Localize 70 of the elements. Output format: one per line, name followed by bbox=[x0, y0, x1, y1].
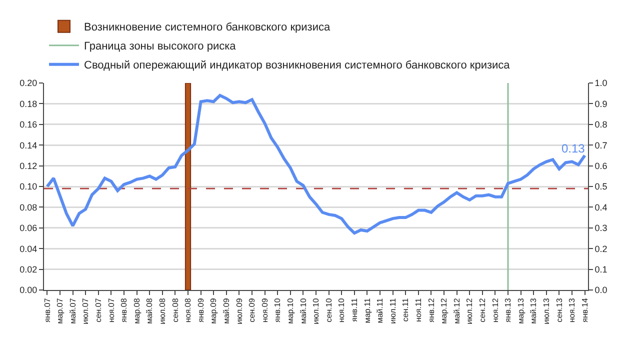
y2-tick-label: 0.0 bbox=[594, 285, 608, 296]
legend-label: Сводный опережающий индикатор возникновения системного банковского кризиса bbox=[84, 60, 511, 72]
x-tick-label: ноя.08 bbox=[184, 298, 193, 323]
y-tick-label: 0.18 bbox=[20, 98, 38, 109]
x-tick-label: июл.10 bbox=[312, 298, 321, 324]
x-tick-label: мар.12 bbox=[440, 298, 449, 324]
x-tick-label: ноя.10 bbox=[337, 298, 346, 323]
x-tick-label: июл.13 bbox=[542, 298, 551, 324]
y2-tick-label: 0.7 bbox=[594, 140, 608, 150]
y2-tick-label: 0.2 bbox=[594, 244, 608, 254]
x-tick-label: сен.09 bbox=[248, 298, 257, 322]
x-tick-label: май.12 bbox=[452, 298, 462, 324]
x-tick-label: янв.08 bbox=[120, 298, 129, 322]
x-tick-label: июл.11 bbox=[388, 298, 398, 324]
x-tick-label: июл.08 bbox=[158, 298, 167, 324]
y2-tick-label: 0.5 bbox=[594, 182, 608, 192]
x-tick-label: сен.07 bbox=[94, 298, 103, 322]
x-tick-label: сен.13 bbox=[554, 298, 564, 322]
x-tick-label: янв.09 bbox=[196, 298, 206, 322]
x-tick-label: ноя.13 bbox=[568, 298, 577, 323]
x-tick-label: май.10 bbox=[298, 298, 308, 324]
x-tick-label: сен.08 bbox=[170, 298, 180, 322]
x-tick-label: янв.07 bbox=[42, 298, 52, 322]
x-tick-label: май.11 bbox=[376, 298, 385, 324]
y-tick-label: 0.04 bbox=[20, 244, 38, 254]
y2-tick-label: 0.9 bbox=[594, 98, 608, 109]
y2-tick-label: 0.4 bbox=[594, 202, 608, 212]
x-tick-label: янв.10 bbox=[273, 298, 282, 322]
x-tick-label: июл.07 bbox=[81, 298, 90, 324]
legend-label: Граница зоны высокого риска bbox=[84, 40, 237, 53]
y-tick-label: 0.16 bbox=[20, 120, 38, 130]
x-tick-label: май.13 bbox=[529, 298, 538, 324]
x-tick-label: янв.14 bbox=[580, 298, 590, 322]
x-tick-label: май.09 bbox=[222, 298, 231, 324]
x-tick-label: сен.11 bbox=[401, 298, 410, 322]
x-tick-label: май.07 bbox=[68, 298, 78, 324]
y-tick-label: 0.20 bbox=[20, 78, 38, 88]
x-tick-label: ноя.07 bbox=[106, 298, 116, 323]
y2-tick-label: 0.6 bbox=[594, 160, 608, 171]
x-tick-label: май.08 bbox=[145, 298, 154, 324]
y-tick-label: 0.08 bbox=[20, 202, 38, 212]
x-tick-label: мар.13 bbox=[516, 298, 526, 324]
x-tick-label: янв.13 bbox=[504, 298, 513, 322]
x-tick-label: мар.11 bbox=[362, 298, 372, 324]
y-tick-label: 0.10 bbox=[20, 182, 38, 192]
x-tick-label: мар.10 bbox=[286, 298, 295, 324]
y2-tick-label: 1.0 bbox=[594, 78, 608, 88]
legend-label: Возникновение системного банковского кризиса bbox=[84, 22, 331, 34]
y2-tick-label: 0.8 bbox=[594, 120, 608, 130]
x-tick-label: июл.12 bbox=[465, 298, 474, 324]
x-tick-label: сен.12 bbox=[478, 298, 487, 322]
y-tick-label: 0.06 bbox=[20, 223, 38, 234]
x-tick-label: июл.09 bbox=[234, 298, 244, 324]
data-label: 0.13 bbox=[561, 141, 586, 156]
x-tick-label: янв.11 bbox=[350, 298, 359, 322]
y-tick-label: 0.14 bbox=[20, 140, 38, 150]
x-tick-label: сен.10 bbox=[324, 298, 334, 322]
x-tick-label: мар.08 bbox=[132, 298, 142, 324]
y2-tick-label: 0.3 bbox=[594, 223, 608, 234]
line-series bbox=[46, 94, 586, 235]
x-tick-label: ноя.11 bbox=[414, 298, 423, 322]
x-tick-label: ноя.09 bbox=[260, 298, 270, 323]
x-tick-label: янв.12 bbox=[426, 298, 436, 322]
y-tick-label: 0.00 bbox=[20, 285, 38, 296]
x-tick-label: ноя.12 bbox=[490, 298, 500, 323]
y2-tick-label: 0.1 bbox=[594, 264, 608, 274]
y-tick-label: 0.02 bbox=[20, 264, 38, 274]
x-tick-label: мар.07 bbox=[56, 298, 65, 324]
y-tick-label: 0.12 bbox=[20, 160, 38, 171]
x-tick-label: мар.09 bbox=[209, 298, 218, 324]
